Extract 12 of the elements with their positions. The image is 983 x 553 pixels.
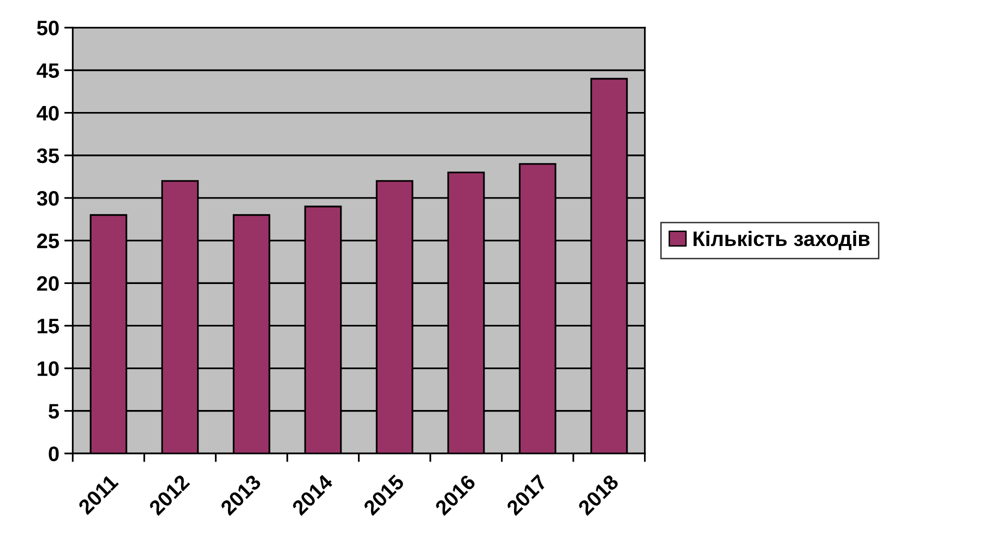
y-tick-label: 50 (37, 20, 59, 36)
y-tick-label: 20 (37, 276, 59, 291)
y-tick-label: 0 (48, 446, 59, 462)
y-tick-label: 30 (36, 190, 59, 206)
y-tick-label: 45 (36, 63, 59, 78)
y-tick-label: 15 (38, 318, 59, 334)
legend-label: Кількість заходів (694, 230, 870, 250)
y-tick-label: 5 (48, 404, 59, 419)
y-tick-label: 40 (36, 106, 59, 121)
y-tick-label: 25 (37, 234, 59, 248)
y-tick-label: 10 (38, 361, 59, 376)
y-tick-label: 35 (36, 148, 59, 164)
